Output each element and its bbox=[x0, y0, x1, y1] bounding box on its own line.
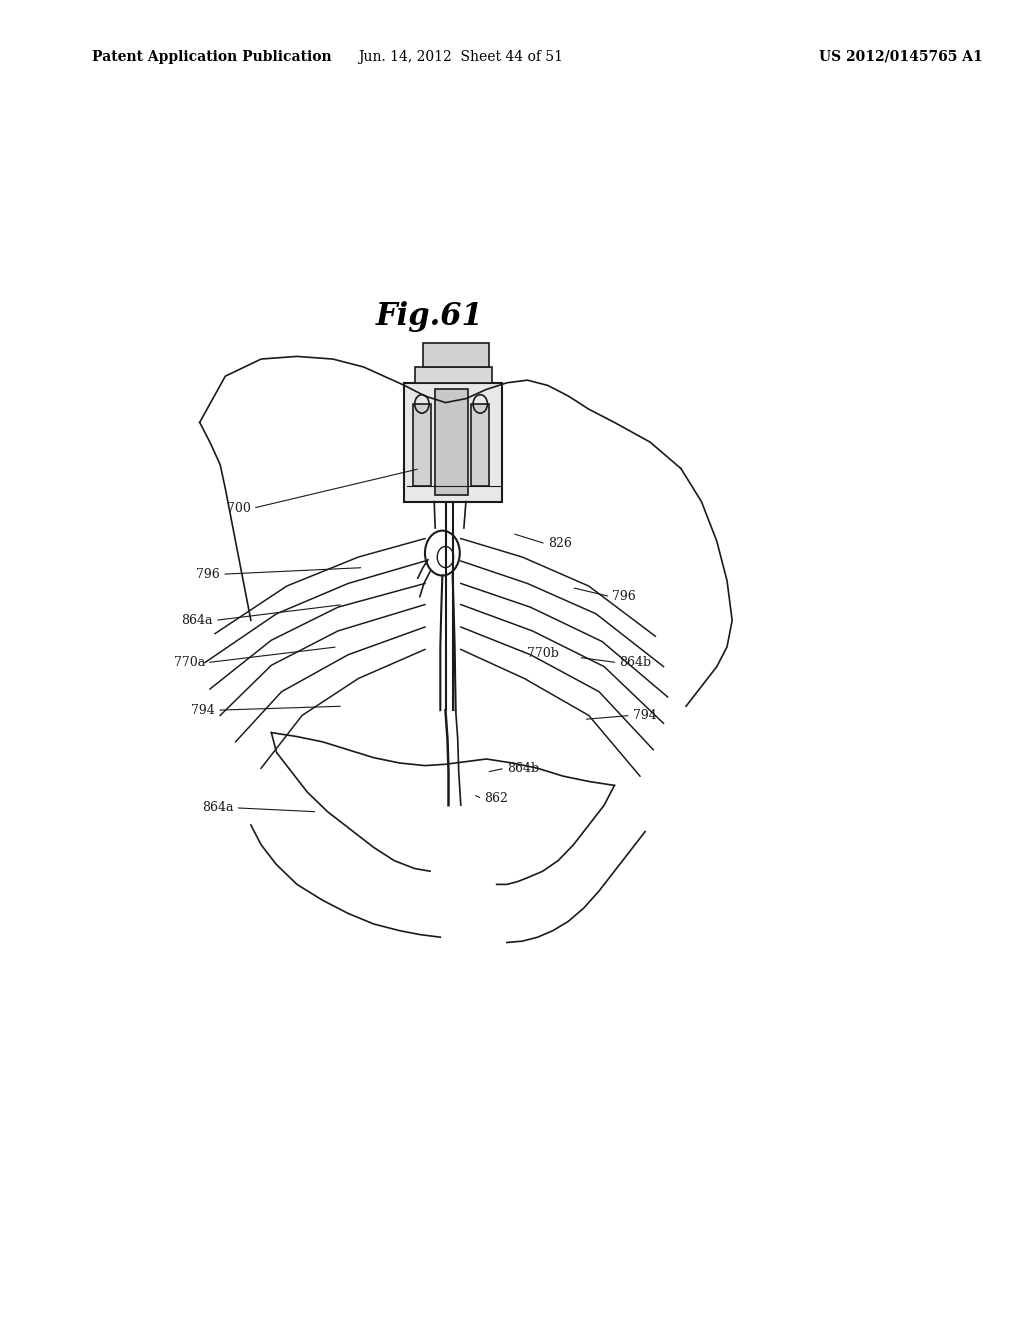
Text: 796: 796 bbox=[612, 590, 636, 603]
Text: 700: 700 bbox=[227, 502, 251, 515]
Text: 864b: 864b bbox=[507, 762, 539, 775]
Text: 794: 794 bbox=[191, 704, 215, 717]
Text: 796: 796 bbox=[197, 568, 220, 581]
Bar bbox=[471, 404, 489, 486]
Bar bbox=[413, 404, 431, 486]
Bar bbox=[404, 383, 502, 502]
Text: Fig.61: Fig.61 bbox=[376, 301, 484, 333]
Text: Patent Application Publication: Patent Application Publication bbox=[92, 50, 332, 63]
Bar bbox=[423, 343, 489, 367]
Text: 826: 826 bbox=[548, 537, 571, 550]
Text: 864a: 864a bbox=[202, 801, 233, 814]
Text: Jun. 14, 2012  Sheet 44 of 51: Jun. 14, 2012 Sheet 44 of 51 bbox=[358, 50, 563, 63]
Text: 770a: 770a bbox=[173, 656, 205, 669]
Text: US 2012/0145765 A1: US 2012/0145765 A1 bbox=[819, 50, 983, 63]
Text: 864b: 864b bbox=[620, 656, 651, 669]
Text: 770b: 770b bbox=[527, 647, 559, 660]
Bar bbox=[435, 389, 468, 495]
Text: 794: 794 bbox=[633, 709, 656, 722]
Bar bbox=[415, 367, 492, 383]
Text: 862: 862 bbox=[484, 792, 508, 805]
Text: 864a: 864a bbox=[181, 614, 213, 627]
